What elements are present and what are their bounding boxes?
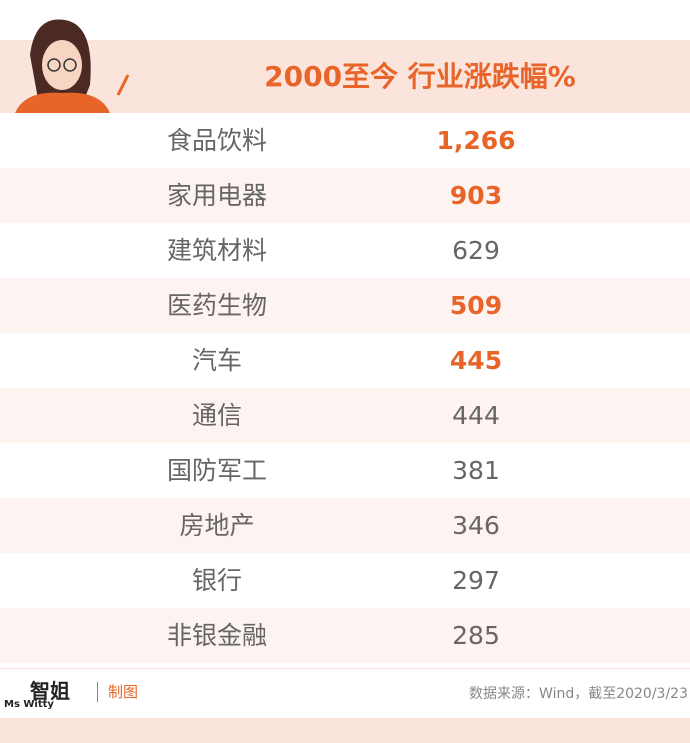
industry-value: 444 <box>452 401 500 430</box>
industry-value: 346 <box>452 511 500 540</box>
table-row: 通信 444 <box>0 388 690 443</box>
label: 制图 <box>108 683 139 701</box>
source: 数据来源：Wind，截至2020/3/23 <box>469 686 688 702</box>
industry-value: 297 <box>452 566 500 595</box>
industry-name: 银行 <box>191 566 242 595</box>
header: 2000至今 行业涨跌幅% <box>0 19 690 113</box>
industry-value: 445 <box>449 346 503 375</box>
industry-value: 903 <box>449 181 503 210</box>
industry-name: 国防军工 <box>166 456 267 485</box>
industry-name: 家用电器 <box>166 181 267 210</box>
footer: Ms Witty 智姐 制图 数据来源：Wind，截至2020/3/23 <box>0 668 690 717</box>
industry-value: 381 <box>452 456 500 485</box>
avatar <box>15 19 130 113</box>
industry-value: 285 <box>452 621 500 650</box>
table-row: 家用电器 903 <box>0 168 690 223</box>
logo-cn: 智姐 <box>30 679 70 703</box>
table-row: 房地产 346 <box>0 498 690 553</box>
industry-name: 汽车 <box>191 346 242 375</box>
table-row: 汽车 445 <box>0 333 690 388</box>
industry-value: 509 <box>449 291 503 320</box>
table-row: 食品饮料 1,266 <box>0 113 690 168</box>
table-row: 非银金融 285 <box>0 608 690 663</box>
table-row: 银行 297 <box>0 553 690 608</box>
industry-name: 食品饮料 <box>166 126 267 155</box>
industry-name: 通信 <box>191 401 242 430</box>
title: 2000至今 行业涨跌幅% <box>264 60 576 93</box>
industry-name: 房地产 <box>179 511 255 540</box>
industry-name: 医药生物 <box>166 291 267 320</box>
table-row: 医药生物 509 <box>0 278 690 333</box>
table-row: 国防军工 381 <box>0 443 690 498</box>
industry-value: 629 <box>452 236 500 265</box>
industry-value: 1,266 <box>436 126 516 155</box>
industry-name: 非银金融 <box>166 621 267 650</box>
table-row: 建筑材料 629 <box>0 223 690 278</box>
separator <box>97 682 98 702</box>
industry-name: 建筑材料 <box>166 236 267 265</box>
logo: Ms Witty <box>4 699 54 710</box>
bottom-strip <box>0 718 690 743</box>
